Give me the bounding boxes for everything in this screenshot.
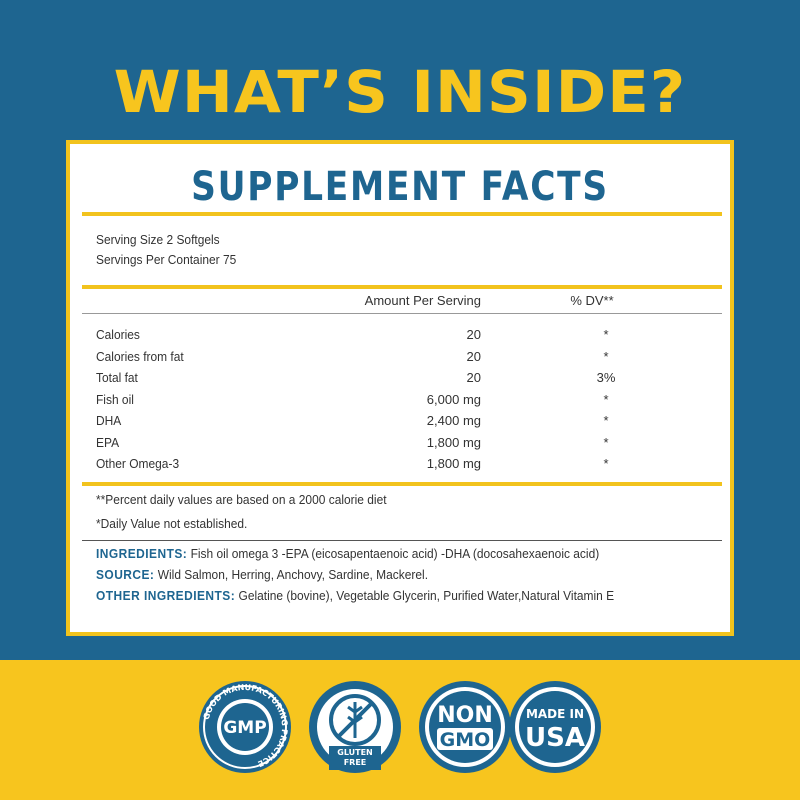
- badge-text: GMO: [440, 729, 491, 751]
- ingredients: SOURCE: Wild Salmon, Herring, Anchovy, S…: [96, 567, 428, 582]
- divider: [82, 540, 722, 541]
- gmp-badge: GOOD MANUFACTURING PRACTICE GMP: [199, 681, 291, 773]
- row-amount: 2,400 mg: [426, 413, 481, 428]
- non-gmo-badge: NON GMO: [419, 681, 511, 773]
- ingredients-label: OTHER INGREDIENTS:: [96, 588, 236, 603]
- row-label: Calories from fat: [96, 348, 184, 364]
- badges: GOOD MANUFACTURING PRACTICE GMP GLUTEN F…: [199, 681, 601, 773]
- divider: [82, 285, 722, 289]
- row-dv: *: [603, 391, 609, 407]
- row-dv: *: [603, 434, 609, 450]
- badge-text: NON: [437, 703, 493, 728]
- ingredients-label: SOURCE:: [96, 567, 155, 582]
- divider: [82, 212, 722, 216]
- badge-text: MADE IN: [526, 707, 584, 721]
- divider: [82, 482, 722, 486]
- facts-panel: SUPPLEMENT FACTS Serving Size 2 Softgels…: [66, 140, 734, 636]
- badge-text: GMP: [223, 718, 266, 738]
- row-dv: *: [603, 456, 609, 471]
- row-amount: 1,800 mg: [426, 456, 481, 471]
- row-amount: 6,000 mg: [426, 391, 481, 407]
- ingredients-label: INGREDIENTS:: [96, 546, 188, 561]
- badge-text: FREE: [344, 758, 367, 767]
- note: *Daily Value not established.: [96, 516, 248, 531]
- ingredients: INGREDIENTS: Fish oil omega 3 -EPA (eico…: [96, 546, 599, 561]
- serving: Servings Per Container 75: [96, 252, 237, 267]
- usa-badge: MADE IN USA: [509, 681, 601, 773]
- facts-title: SUPPLEMENT FACTS: [191, 164, 609, 210]
- row-dv: *: [603, 348, 609, 364]
- ingredients-text: Gelatine (bovine), Vegetable Glycerin, P…: [238, 588, 615, 603]
- row-dv: 3%: [596, 370, 616, 385]
- ingredients-text: Fish oil omega 3 -EPA (eicosapentaenoic …: [190, 546, 600, 561]
- note: **Percent daily values are based on a 20…: [96, 492, 387, 507]
- badge-text: USA: [525, 723, 585, 753]
- row-amount: 20: [466, 327, 481, 342]
- row-amount: 20: [466, 370, 481, 385]
- serving: Serving Size 2 Softgels: [96, 232, 220, 247]
- badge-text: GLUTEN: [337, 748, 373, 757]
- row-amount: 20: [466, 348, 481, 364]
- row-label: DHA: [96, 413, 122, 428]
- column-header: % DV**: [570, 293, 614, 308]
- row-dv: *: [603, 413, 609, 428]
- row-label: Calories: [96, 327, 140, 342]
- row-label: Other Omega-3: [96, 456, 180, 471]
- gluten-badge: GLUTEN FREE: [309, 681, 401, 773]
- row-label: Fish oil: [96, 391, 134, 407]
- divider: [82, 313, 722, 314]
- ingredients: OTHER INGREDIENTS: Gelatine (bovine), Ve…: [96, 588, 614, 603]
- ingredients-text: Wild Salmon, Herring, Anchovy, Sardine, …: [157, 567, 429, 582]
- row-amount: 1,800 mg: [426, 434, 481, 450]
- row-dv: *: [603, 327, 609, 342]
- row-label: EPA: [96, 434, 120, 450]
- headline: WHAT’S INSIDE?: [113, 58, 687, 126]
- row-label: Total fat: [96, 370, 138, 385]
- column-header: Amount Per Serving: [364, 293, 481, 308]
